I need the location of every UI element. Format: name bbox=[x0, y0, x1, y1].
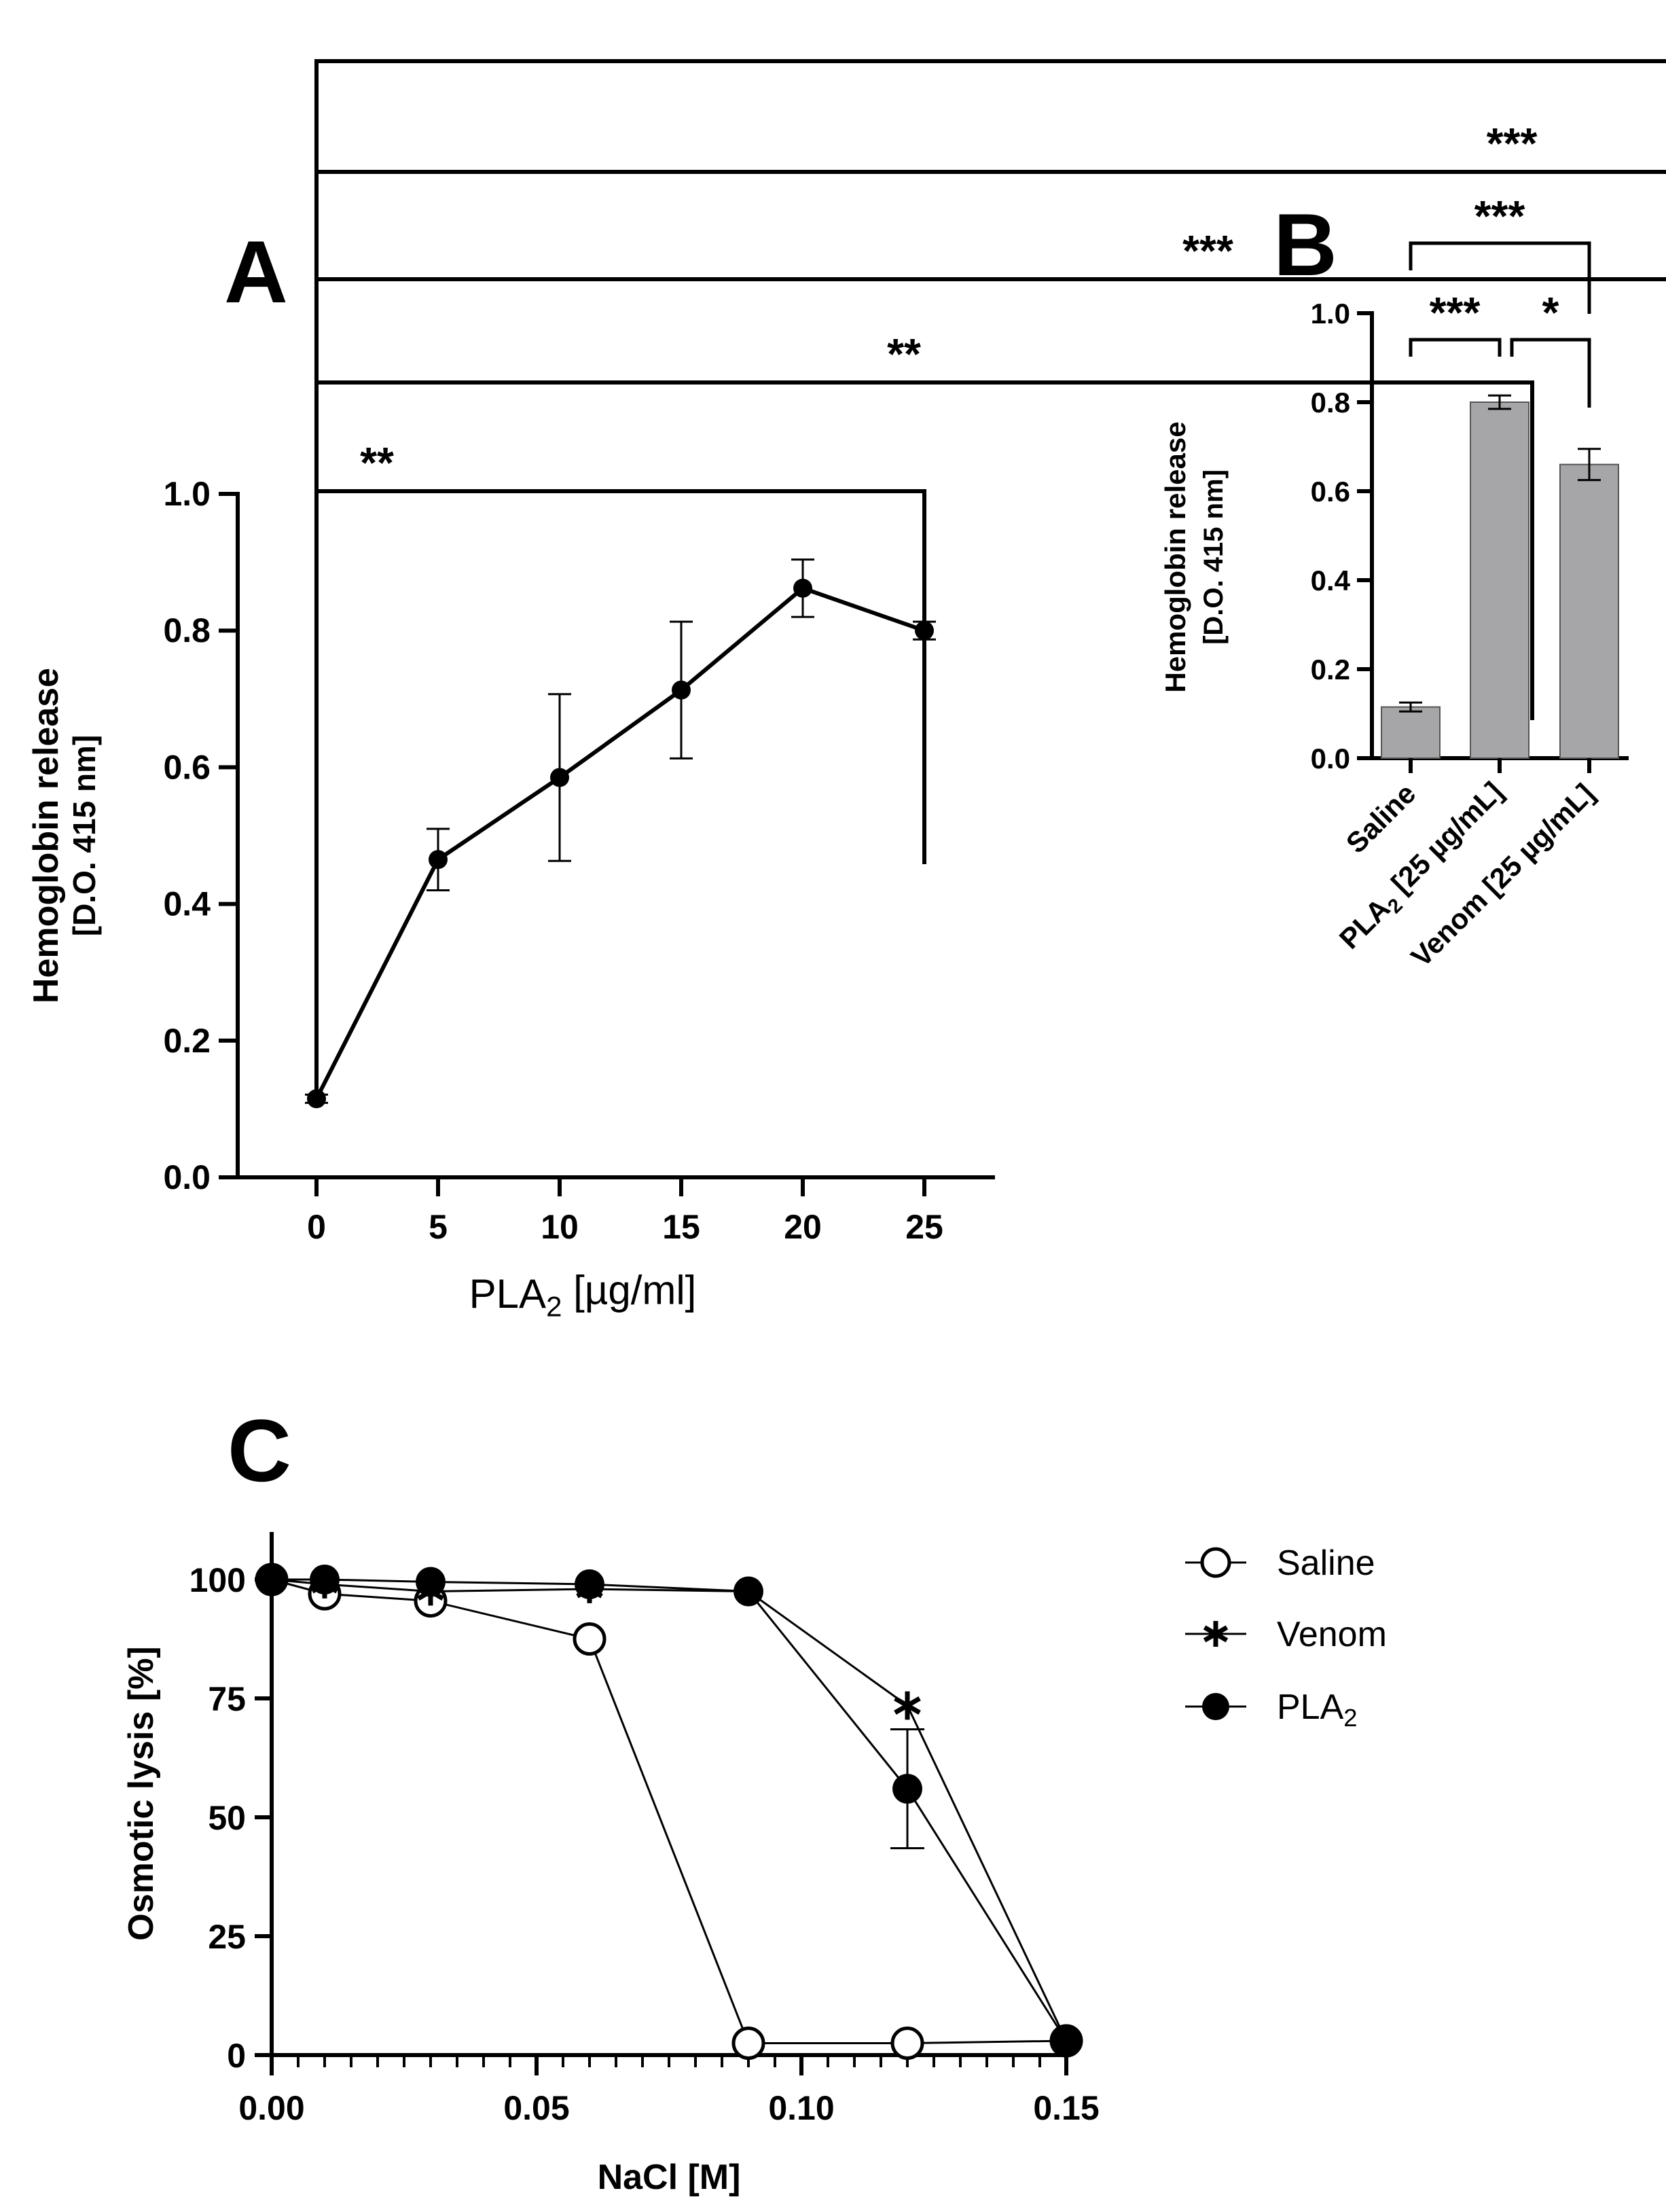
a-y-axis-label: Hemoglobin release bbox=[26, 668, 66, 1003]
a-significance-bracket bbox=[314, 170, 1666, 226]
b-significance-bracket bbox=[1409, 241, 1591, 314]
c-data-point bbox=[892, 1774, 922, 1804]
b-significance-bracket bbox=[1510, 338, 1591, 408]
a-x-tick-label: 25 bbox=[905, 1208, 943, 1246]
c-legend-marker bbox=[1202, 1693, 1229, 1720]
a-x-tick-label: 10 bbox=[541, 1208, 579, 1246]
c-x-tick-label: 0.10 bbox=[768, 2089, 834, 2127]
a-data-point bbox=[307, 1089, 326, 1109]
a-data-point bbox=[429, 850, 448, 870]
panel-a-label: A bbox=[224, 222, 288, 321]
c-legend-label: Saline bbox=[1277, 1544, 1375, 1583]
c-y-tick-label: 25 bbox=[208, 1918, 246, 1956]
b-bar bbox=[1381, 706, 1441, 760]
c-series-line bbox=[272, 1578, 1068, 2041]
c-y-tick-label: 75 bbox=[208, 1680, 246, 1718]
b-significance-bracket bbox=[1409, 338, 1502, 357]
a-x-tick-label: 0 bbox=[307, 1208, 326, 1246]
a-data-point bbox=[793, 578, 812, 598]
c-legend-marker bbox=[1203, 1621, 1229, 1647]
c-legend-label: PLA2 bbox=[1277, 1688, 1358, 1732]
b-bar bbox=[1559, 463, 1619, 759]
c-y-tick-label: 100 bbox=[189, 1561, 246, 1599]
b-y-tick-label: 0.0 bbox=[1311, 743, 1350, 774]
c-y-tick-label: 0 bbox=[227, 2037, 246, 2075]
c-x-tick-label: 0.00 bbox=[238, 2089, 304, 2127]
c-data-point bbox=[575, 1569, 604, 1599]
a-x-tick-label: 15 bbox=[662, 1208, 700, 1246]
c-series-line bbox=[271, 1578, 1067, 2044]
b-significance-label: *** bbox=[1430, 288, 1481, 337]
c-data-point bbox=[257, 1565, 287, 1594]
b-y-tick-label: 0.4 bbox=[1311, 565, 1351, 596]
c-x-tick-label: 0.15 bbox=[1033, 2089, 1099, 2127]
c-series-line bbox=[271, 1578, 1068, 2041]
c-data-point bbox=[573, 1622, 606, 1656]
b-y-tick-label: 0.2 bbox=[1311, 654, 1350, 685]
c-legend-marker bbox=[1200, 1547, 1231, 1578]
a-y-tick-label: 0.6 bbox=[163, 748, 211, 786]
c-data-point bbox=[731, 2027, 765, 2060]
b-x-tick-label: PLA2 [25 µg/mL] bbox=[1331, 775, 1514, 958]
b-y-tick-label: 1.0 bbox=[1311, 298, 1350, 329]
b-y-axis-label-unit: [D.O. 415 nm] bbox=[1199, 469, 1229, 645]
c-y-tick-label: 50 bbox=[208, 1799, 246, 1837]
b-significance-label: *** bbox=[1474, 192, 1525, 240]
b-x-tick-label: Saline bbox=[1340, 777, 1422, 859]
a-y-axis-label-unit: [D.O. 415 nm] bbox=[67, 735, 102, 937]
b-y-axis-label: Hemoglobin release bbox=[1159, 421, 1191, 692]
a-significance-label: *** bbox=[1487, 119, 1538, 168]
b-y-tick-label: 0.8 bbox=[1311, 387, 1350, 418]
b-significance-label: * bbox=[1542, 288, 1559, 337]
c-data-point bbox=[310, 1565, 340, 1594]
a-data-point bbox=[550, 768, 569, 787]
c-x-axis-label: NaCl [M] bbox=[598, 2158, 741, 2197]
c-x-tick-label: 0.05 bbox=[503, 2089, 569, 2127]
a-y-tick-label: 1.0 bbox=[163, 475, 211, 513]
a-series-line bbox=[314, 586, 925, 1100]
c-data-point bbox=[734, 1576, 763, 1607]
c-y-axis-label: Osmotic lysis [%] bbox=[122, 1646, 161, 1940]
a-y-tick-label: 0.8 bbox=[163, 611, 211, 649]
a-significance-label: ** bbox=[360, 438, 394, 487]
chart-c: 0 25 50 75 100 0.00 0.05 0.10 0.15 NaCl [M] Osmoti… bbox=[122, 1532, 1387, 2197]
a-significance-label: *** bbox=[1182, 226, 1233, 275]
b-bar bbox=[1470, 402, 1529, 759]
a-y-tick-label: 0.4 bbox=[163, 885, 211, 923]
a-y-tick-label: 0.0 bbox=[163, 1158, 211, 1196]
a-x-tick-label: 5 bbox=[429, 1208, 448, 1246]
a-x-axis-label: PLA2 [µg/ml] bbox=[469, 1268, 697, 1323]
b-y-tick-label: 0.6 bbox=[1311, 476, 1350, 507]
a-y-tick-label: 0.2 bbox=[163, 1022, 211, 1060]
c-data-point bbox=[894, 1691, 921, 1720]
panel-c-label: C bbox=[228, 1401, 291, 1500]
b-x-tick-label: Venom [25 µg/mL] bbox=[1405, 777, 1600, 973]
c-data-point bbox=[890, 2027, 924, 2060]
a-significance-bracket bbox=[314, 489, 926, 864]
c-data-point bbox=[416, 1567, 446, 1597]
a-significance-label: ** bbox=[887, 329, 921, 378]
c-data-point bbox=[1051, 2026, 1081, 2056]
a-x-tick-label: 20 bbox=[784, 1208, 822, 1246]
chart-a: 0.0 0.2 0.4 0.6 0.8 1.0 0 5 10 15 20 25 PLA2 [µg/ml]… bbox=[26, 59, 1666, 1323]
c-legend-label: Venom bbox=[1277, 1615, 1387, 1654]
a-data-point bbox=[672, 680, 691, 700]
